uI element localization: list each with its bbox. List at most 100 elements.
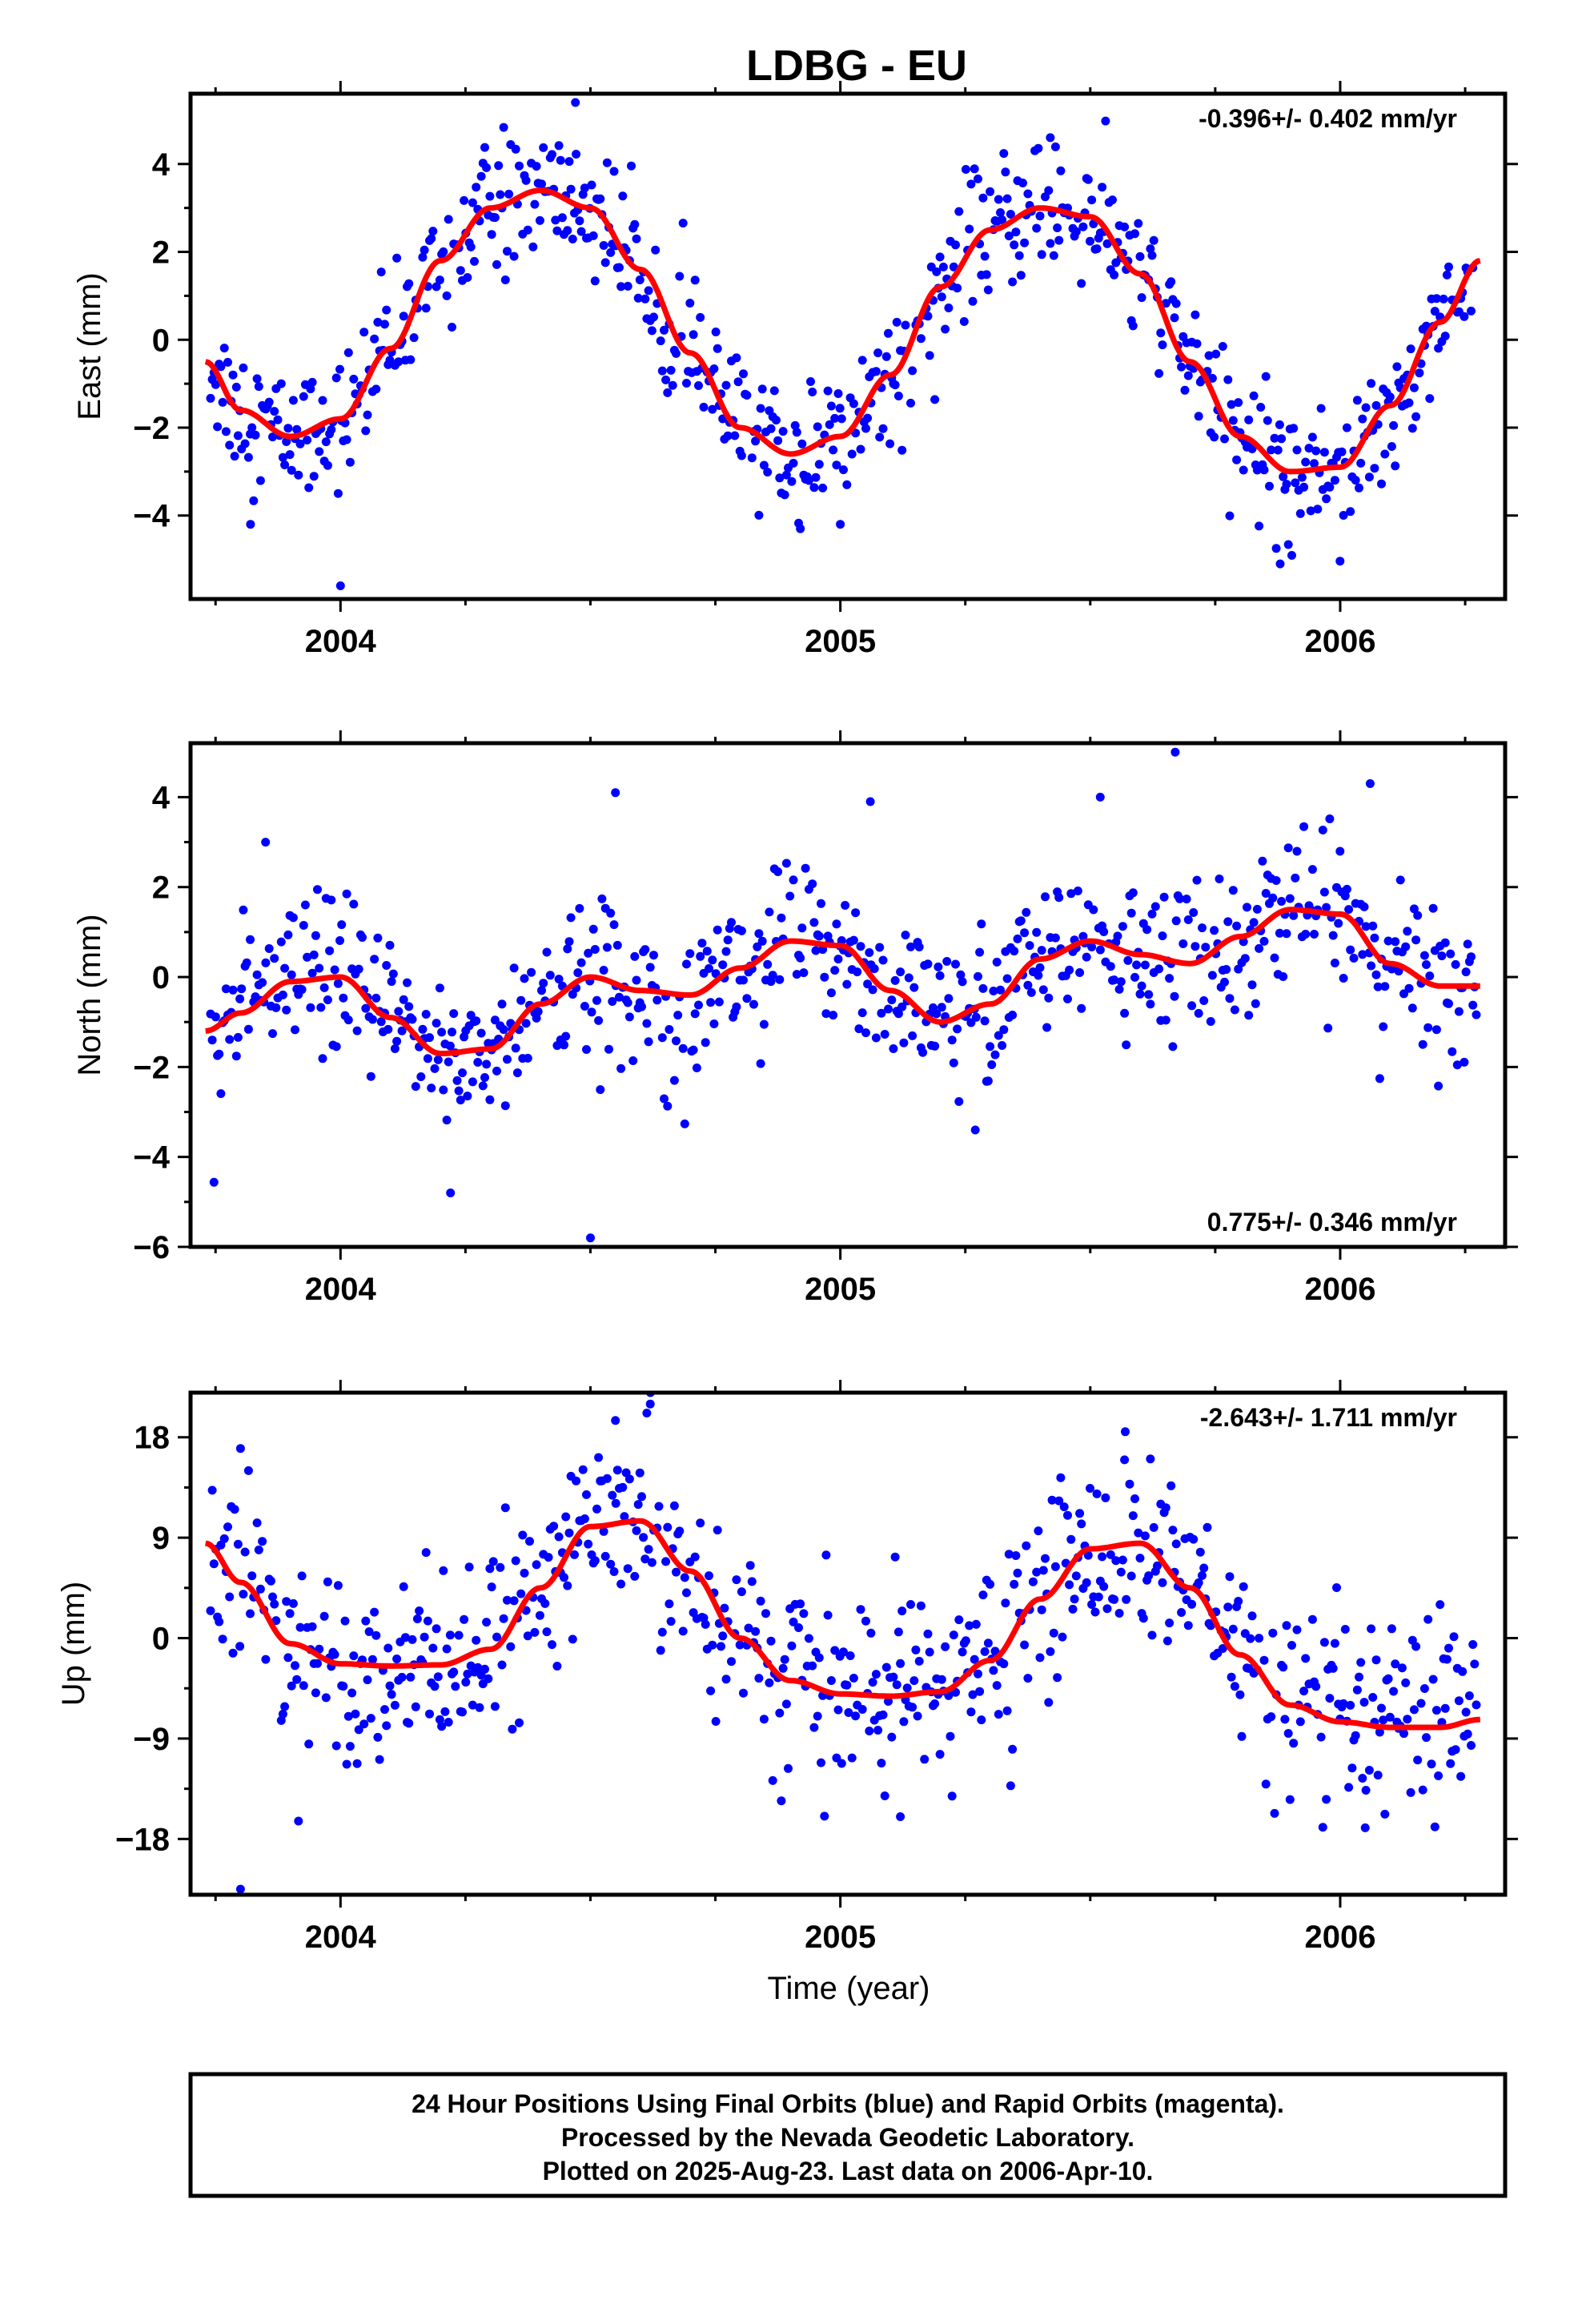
up-point-616 bbox=[1368, 1693, 1378, 1702]
east-point-76 bbox=[342, 435, 351, 444]
up-point-193 bbox=[568, 1634, 577, 1644]
up-point-178 bbox=[542, 1627, 552, 1637]
east-point-341 bbox=[842, 480, 852, 489]
east-point-532 bbox=[1207, 373, 1217, 383]
east-point-321 bbox=[804, 476, 813, 485]
up-point-636 bbox=[1403, 1715, 1412, 1724]
east-point-271 bbox=[711, 328, 721, 336]
north-point-663 bbox=[1454, 1007, 1464, 1016]
north-point-534 bbox=[1206, 1017, 1215, 1026]
up-point-158 bbox=[503, 1595, 512, 1605]
north-point-642 bbox=[1411, 935, 1421, 945]
up-point-446 bbox=[1046, 1647, 1055, 1656]
north-point-650 bbox=[1428, 903, 1438, 913]
north-point-82 bbox=[358, 933, 367, 942]
north-panel: −6 −4 −2 0 2 4 2004 2005 2006 North (mm) 0.775+/… bbox=[72, 730, 1518, 1307]
east-point-419 bbox=[996, 208, 1005, 217]
east-point-356 bbox=[873, 348, 883, 358]
north-point-41 bbox=[283, 930, 293, 939]
east-point-35 bbox=[268, 432, 277, 442]
up-point-265 bbox=[705, 1571, 713, 1581]
north-point-162 bbox=[499, 1025, 508, 1035]
up-point-93 bbox=[385, 1681, 395, 1691]
north-ytick-label-5: 4 bbox=[152, 780, 171, 815]
north-point-366 bbox=[893, 1009, 903, 1019]
east-point-410 bbox=[978, 193, 988, 203]
north-point-658 bbox=[1444, 999, 1453, 1008]
east-point-231 bbox=[633, 293, 643, 303]
east-point-265 bbox=[699, 402, 709, 412]
east-point-334 bbox=[829, 445, 838, 455]
north-point-88 bbox=[367, 1015, 377, 1024]
east-point-44 bbox=[283, 424, 293, 433]
up-point-263 bbox=[701, 1619, 710, 1629]
up-point-282 bbox=[739, 1688, 748, 1698]
north-point-55 bbox=[309, 950, 319, 959]
up-point-170 bbox=[525, 1537, 534, 1546]
north-point-357 bbox=[875, 943, 885, 952]
north-point-553 bbox=[1243, 903, 1251, 912]
north-point-219 bbox=[609, 920, 619, 930]
north-point-363 bbox=[889, 1044, 898, 1053]
north-point-182 bbox=[537, 986, 546, 995]
up-point-47 bbox=[297, 1571, 307, 1581]
north-point-109 bbox=[404, 1002, 414, 1011]
up-point-148 bbox=[484, 1674, 493, 1683]
north-point-189 bbox=[554, 975, 564, 984]
north-point-221 bbox=[612, 940, 622, 950]
east-point-301 bbox=[766, 424, 776, 433]
up-point-512 bbox=[1166, 1481, 1176, 1490]
east-point-110 bbox=[404, 279, 414, 288]
up-point-122 bbox=[437, 1722, 447, 1731]
east-point-640 bbox=[1404, 398, 1414, 408]
east-point-423 bbox=[1002, 194, 1012, 203]
up-point-479 bbox=[1102, 1604, 1112, 1614]
up-point-435 bbox=[1023, 1674, 1033, 1683]
up-point-438 bbox=[1032, 1567, 1042, 1577]
east-point-287 bbox=[739, 369, 748, 379]
north-point-136 bbox=[454, 1086, 464, 1096]
up-point-324 bbox=[820, 1811, 829, 1821]
north-point-444 bbox=[1032, 927, 1042, 937]
east-point-493 bbox=[1134, 219, 1143, 228]
up-point-246 bbox=[666, 1617, 676, 1626]
east-point-500 bbox=[1147, 251, 1157, 260]
up-point-181 bbox=[548, 1640, 556, 1650]
up-point-45 bbox=[294, 1816, 303, 1826]
north-point-495 bbox=[1128, 888, 1138, 898]
up-point-18 bbox=[240, 1547, 250, 1557]
up-point-491 bbox=[1128, 1511, 1138, 1521]
north-point-617 bbox=[1361, 922, 1371, 931]
up-point-530 bbox=[1199, 1563, 1209, 1573]
north-point-258 bbox=[689, 1045, 698, 1055]
east-point-160 bbox=[504, 189, 514, 199]
east-point-299 bbox=[763, 468, 773, 476]
up-point-64 bbox=[331, 1741, 341, 1751]
north-point-261 bbox=[694, 1000, 703, 1010]
east-point-54 bbox=[303, 436, 312, 444]
north-point-18 bbox=[239, 905, 248, 915]
east-point-538 bbox=[1220, 434, 1229, 444]
north-point-330 bbox=[826, 988, 836, 998]
north-point-199 bbox=[573, 968, 583, 978]
east-point-104 bbox=[394, 357, 404, 367]
north-point-609 bbox=[1346, 945, 1355, 955]
up-point-410 bbox=[978, 1590, 988, 1600]
north-point-133 bbox=[449, 1009, 459, 1019]
north-point-584 bbox=[1299, 822, 1309, 831]
east-point-144 bbox=[476, 171, 486, 181]
north-outlier-point-0 bbox=[586, 1233, 595, 1243]
east-point-195 bbox=[572, 150, 581, 159]
up-point-525 bbox=[1189, 1534, 1199, 1544]
up-point-75 bbox=[352, 1759, 362, 1768]
up-point-441 bbox=[1037, 1605, 1046, 1614]
east-point-38 bbox=[273, 415, 283, 424]
up-point-300 bbox=[775, 1708, 785, 1718]
up-point-92 bbox=[383, 1643, 393, 1653]
up-point-642 bbox=[1416, 1699, 1426, 1708]
up-point-91 bbox=[382, 1721, 391, 1731]
north-point-183 bbox=[539, 979, 548, 988]
up-point-426 bbox=[1008, 1744, 1018, 1754]
east-outlier-point-3 bbox=[1275, 559, 1285, 569]
up-point-331 bbox=[833, 1705, 843, 1715]
